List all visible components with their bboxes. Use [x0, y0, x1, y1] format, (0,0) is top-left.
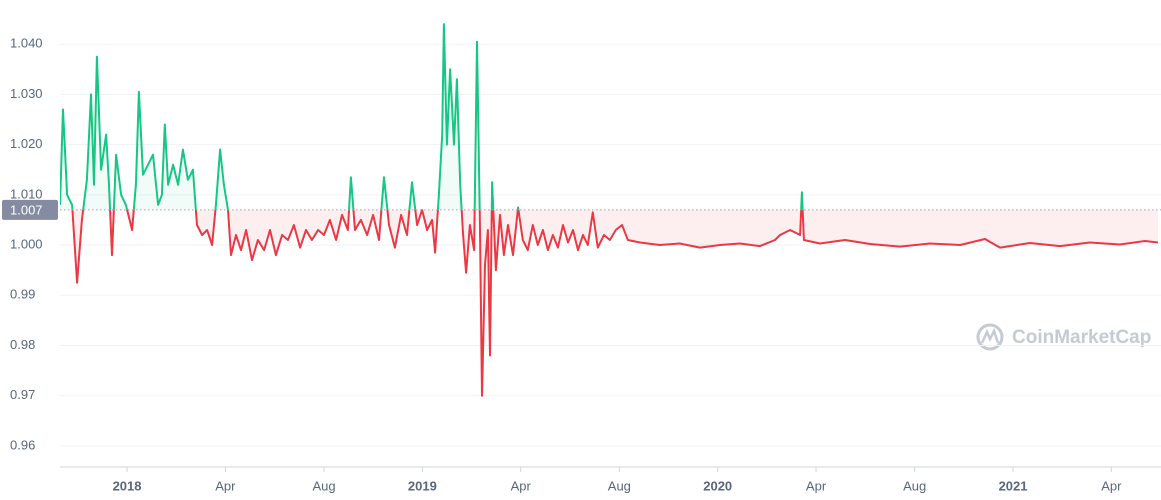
x-tick-label: Apr [511, 478, 532, 493]
price-line-below [71, 209, 1159, 397]
watermark-logo [976, 323, 1004, 351]
watermark-logo-mark [980, 327, 1000, 344]
y-tick-label: 0.99 [10, 287, 35, 302]
x-tick-label: Aug [903, 478, 926, 493]
y-tick-label: 1.040 [10, 36, 43, 51]
y-tick-label: 1.010 [10, 186, 43, 201]
price-line-above [60, 23, 804, 210]
y-tick-label: 1.000 [10, 236, 43, 251]
y-tick-label: 1.020 [10, 136, 43, 151]
x-tick-label: Aug [312, 478, 335, 493]
baseline-label-box [2, 199, 58, 220]
x-tick-label: Apr [215, 478, 236, 493]
baseline-label: 1.007 [10, 202, 43, 217]
x-tick-label: Apr [1101, 478, 1122, 493]
x-tick-label: 2020 [703, 478, 732, 493]
y-tick-label: 0.96 [10, 437, 35, 452]
y-tick-label: 1.030 [10, 86, 43, 101]
area-below [60, 209, 1158, 396]
watermark: CoinMarketCap [976, 323, 1151, 351]
x-tick-label: 2019 [408, 478, 437, 493]
x-tick-label: 2018 [113, 478, 142, 493]
y-tick-label: 0.97 [10, 387, 35, 402]
x-tick-label: 2021 [999, 478, 1028, 493]
x-tick-label: Apr [806, 478, 827, 493]
watermark-text: CoinMarketCap [1012, 327, 1151, 348]
y-tick-label: 0.98 [10, 337, 35, 352]
x-tick-label: Aug [608, 478, 631, 493]
